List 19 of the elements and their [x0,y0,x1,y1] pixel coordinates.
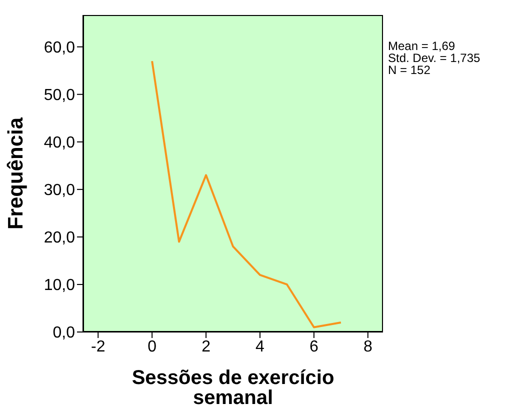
y-tick-label: 10,0 [44,277,76,294]
text: Mean = 1,69 [388,39,456,53]
x-tick-label: 8 [363,338,372,356]
y-tick-label: 40,0 [44,134,76,152]
x-tick-label: 6 [309,338,318,356]
x-tick-label: 2 [202,338,211,356]
y-tick-label: 60,0 [44,40,76,57]
x-tick-label: 4 [256,338,265,356]
y-axis-title: Frequência [4,117,28,230]
x-tick-label: -2 [90,338,106,356]
x-tick-label: 0 [148,338,157,356]
text: Std. Dev. = 1,735 [388,51,480,65]
y-tick-label: 20,0 [44,230,76,247]
x-axis-title: Sessões de exercício semanal [130,367,336,409]
y-tick-label: 30,0 [44,182,76,200]
y-tick-label: 50,0 [44,87,76,104]
y-tick-label: 0,0 [52,324,76,342]
line-series [151,60,342,328]
text: N = 152 [388,63,432,77]
